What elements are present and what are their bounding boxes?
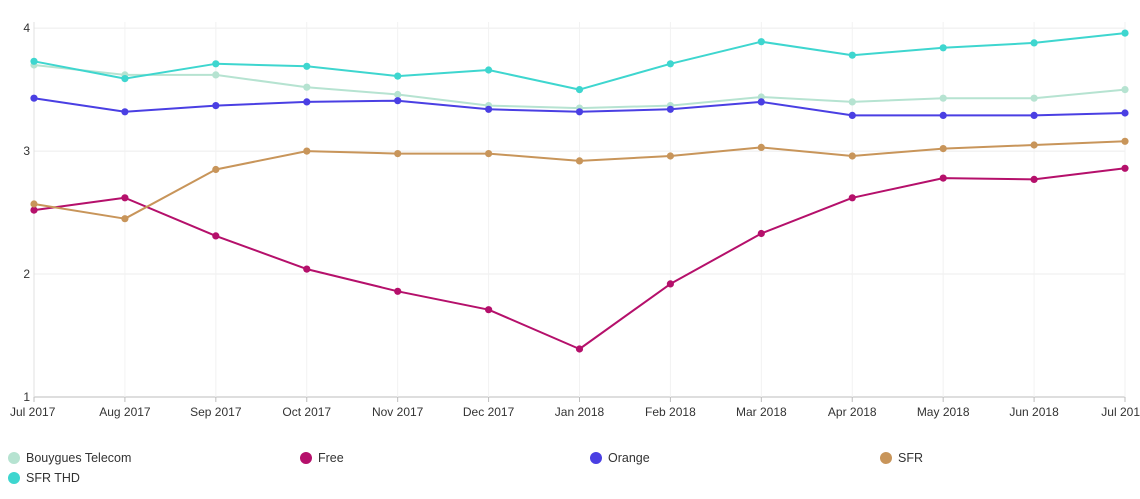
legend-swatch [590,452,602,464]
legend-swatch [8,472,20,484]
data-point-orange[interactable] [1121,109,1129,117]
data-point-orange[interactable] [757,98,765,106]
x-tick-label: Sep 2017 [190,405,242,419]
data-point-sfr[interactable] [30,200,38,208]
legend-label: SFR [898,451,923,465]
data-point-free[interactable] [666,280,675,288]
data-point-free[interactable] [394,287,402,295]
x-tick-label: Jan 2018 [555,405,605,419]
data-point-sfr-thd[interactable] [394,72,402,80]
x-tick-label: Apr 2018 [828,405,877,419]
data-point-sfr-thd[interactable] [1030,39,1038,47]
legend-swatch [8,452,20,464]
x-tick-label: Feb 2018 [645,405,696,419]
data-point-free[interactable] [121,194,129,202]
y-tick-label: 4 [23,21,30,35]
data-point-sfr[interactable] [666,152,675,160]
data-point-sfr-thd[interactable] [848,51,856,59]
data-point-sfr[interactable] [121,215,129,223]
legend-swatch [880,452,892,464]
data-point-sfr[interactable] [485,150,493,158]
data-point-sfr[interactable] [575,157,584,165]
legend-swatch [300,452,312,464]
data-point-free[interactable] [30,206,38,214]
data-point-bouygues-telecom[interactable] [212,71,220,79]
data-point-free[interactable] [485,306,493,314]
data-point-sfr[interactable] [212,165,220,174]
series-points [30,29,1129,353]
x-tick-label: Jun 2018 [1009,405,1059,419]
x-tick-label: Jul 201 [1101,405,1140,419]
data-point-sfr-thd[interactable] [121,75,129,83]
data-point-sfr[interactable] [394,150,402,158]
data-point-free[interactable] [939,174,947,182]
axes: 1 2 3 4 Jul 2017 Aug 2017 Sep 2017 Oct 2017 Nov … [10,21,1140,419]
data-point-sfr[interactable] [1030,141,1038,149]
chart-area: 1 2 3 4 Jul 2017 Aug 2017 Sep 2017 Oct 2017 Nov … [10,21,1140,419]
line-chart: 1 2 3 4 Jul 2017 Aug 2017 Sep 2017 Oct 2017 Nov … [10,21,1140,419]
data-point-orange[interactable] [30,94,38,102]
data-point-free[interactable] [757,229,765,238]
data-point-sfr-thd[interactable] [757,38,765,46]
data-point-sfr-thd[interactable] [1121,29,1129,37]
data-point-sfr-thd[interactable] [212,60,220,68]
x-tick-label: Oct 2017 [282,405,331,419]
y-tick-label: 2 [23,267,30,281]
data-point-sfr-thd[interactable] [666,60,675,68]
data-point-sfr[interactable] [757,143,765,151]
data-point-orange[interactable] [212,102,220,110]
x-tick-label: Jul 2017 [10,405,56,419]
y-tick-label: 3 [23,144,30,158]
data-point-sfr[interactable] [1121,137,1129,145]
data-point-sfr[interactable] [303,147,311,155]
x-tick-label: Nov 2017 [372,405,424,419]
data-point-bouygues-telecom[interactable] [939,94,947,102]
data-point-orange[interactable] [394,97,402,105]
data-point-orange[interactable] [848,111,856,119]
data-point-bouygues-telecom[interactable] [1121,86,1129,94]
data-point-orange[interactable] [485,105,493,113]
legend-item-sfr[interactable]: SFR [880,449,923,467]
legend-item-orange[interactable]: Orange [590,449,650,467]
data-point-bouygues-telecom[interactable] [303,83,311,91]
data-point-orange[interactable] [575,108,584,116]
data-point-sfr[interactable] [848,152,856,160]
grid [33,22,1126,398]
legend-label: SFR THD [26,471,80,485]
data-point-free[interactable] [575,345,584,353]
legend-item-bouygues-telecom[interactable]: Bouygues Telecom [8,449,131,467]
x-tick-label: Aug 2017 [99,405,151,419]
data-point-sfr-thd[interactable] [30,57,38,65]
x-tick-label: May 2018 [917,405,970,419]
data-point-sfr-thd[interactable] [303,62,311,70]
legend-label: Orange [608,451,650,465]
data-point-sfr-thd[interactable] [939,44,947,52]
data-point-bouygues-telecom[interactable] [1030,94,1038,102]
data-point-sfr[interactable] [939,145,947,153]
x-tick-label: Mar 2018 [736,405,787,419]
data-point-orange[interactable] [121,108,129,116]
data-point-sfr-thd[interactable] [485,66,493,74]
data-point-sfr-thd[interactable] [575,86,584,94]
data-point-bouygues-telecom[interactable] [848,98,856,106]
data-point-orange[interactable] [303,98,311,106]
data-point-free[interactable] [1030,175,1038,183]
y-tick-label: 1 [23,390,30,404]
data-point-orange[interactable] [939,111,947,119]
legend-label: Bouygues Telecom [26,451,132,465]
x-tick-label: Dec 2017 [463,405,515,419]
data-point-free[interactable] [303,265,311,273]
data-point-orange[interactable] [1030,111,1038,119]
legend-label: Free [318,451,344,465]
legend-item-sfr-thd[interactable]: SFR THD [8,469,80,487]
data-point-orange[interactable] [666,105,675,113]
data-point-free[interactable] [212,232,220,240]
data-point-free[interactable] [848,194,856,202]
legend-item-free[interactable]: Free [300,449,344,467]
data-point-free[interactable] [1121,164,1129,172]
data-point-bouygues-telecom[interactable] [394,90,402,99]
